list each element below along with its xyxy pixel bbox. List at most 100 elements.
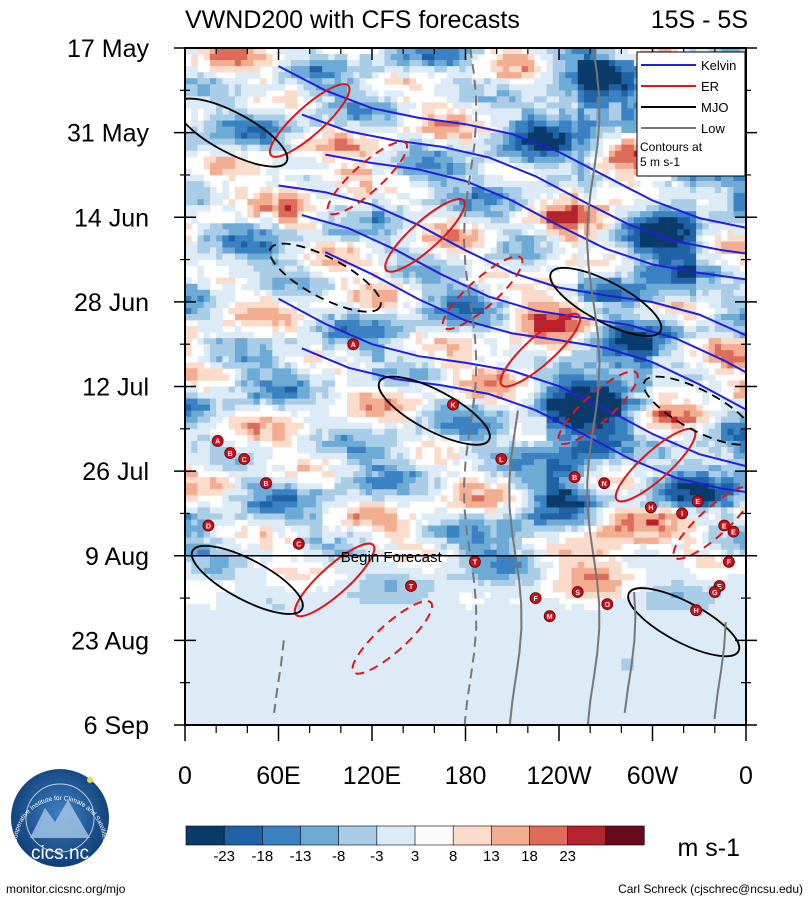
field-cell bbox=[446, 428, 454, 436]
field-cell bbox=[234, 96, 242, 103]
field-cell bbox=[309, 374, 317, 381]
field-cell bbox=[415, 247, 423, 254]
field-cell bbox=[297, 283, 304, 291]
field-cell bbox=[315, 72, 323, 79]
field-cell bbox=[203, 84, 211, 91]
field-cell bbox=[453, 350, 460, 357]
field-cell bbox=[571, 150, 579, 158]
field-cell bbox=[259, 90, 267, 97]
field-cell bbox=[509, 60, 516, 67]
field-cell bbox=[203, 108, 211, 115]
field-cell bbox=[315, 386, 323, 393]
field-cell bbox=[209, 84, 217, 91]
field-cell bbox=[702, 332, 709, 339]
field-cell bbox=[683, 313, 691, 321]
field-cell bbox=[290, 283, 298, 291]
field-cell bbox=[683, 277, 691, 285]
field-cell bbox=[253, 235, 261, 242]
field-cell bbox=[216, 235, 223, 242]
field-cell bbox=[714, 253, 722, 260]
field-cell bbox=[577, 90, 585, 97]
field-cell bbox=[671, 356, 678, 363]
field-cell bbox=[521, 380, 529, 387]
field-cell bbox=[428, 404, 435, 412]
field-cell bbox=[702, 368, 709, 375]
field-cell bbox=[689, 247, 697, 254]
field-cell bbox=[596, 126, 604, 134]
field-cell bbox=[259, 271, 267, 279]
field-cell bbox=[509, 241, 516, 248]
field-cell bbox=[372, 102, 379, 109]
field-cell bbox=[359, 90, 367, 97]
field-cell bbox=[241, 235, 248, 242]
field-cell bbox=[303, 307, 311, 315]
field-cell bbox=[241, 247, 248, 254]
field-cell bbox=[266, 229, 273, 236]
field-cell bbox=[247, 259, 254, 266]
field-cell bbox=[583, 404, 591, 412]
field-cell bbox=[415, 174, 423, 182]
field-cell bbox=[222, 332, 230, 339]
field-cell bbox=[739, 446, 746, 454]
field-cell bbox=[708, 332, 716, 339]
field-cell bbox=[328, 247, 335, 254]
field-cell bbox=[378, 283, 385, 291]
field-cell bbox=[453, 283, 460, 291]
field-cell bbox=[621, 156, 628, 164]
field-cell bbox=[565, 54, 572, 61]
field-cell bbox=[615, 416, 622, 424]
field-cell bbox=[633, 211, 641, 218]
field-cell bbox=[185, 199, 192, 206]
field-cell bbox=[621, 362, 628, 369]
field-cell bbox=[484, 193, 491, 200]
field-cell bbox=[340, 422, 348, 430]
field-cell bbox=[527, 114, 535, 121]
field-cell bbox=[552, 168, 560, 176]
field-cell bbox=[253, 48, 261, 55]
field-cell bbox=[253, 144, 261, 152]
field-cell bbox=[640, 277, 647, 285]
field-cell bbox=[477, 205, 485, 212]
field-cell bbox=[191, 380, 198, 387]
field-cell bbox=[353, 235, 360, 242]
field-cell bbox=[565, 199, 572, 206]
field-cell bbox=[328, 144, 335, 152]
field-cell bbox=[303, 60, 311, 67]
field-cell bbox=[596, 277, 604, 285]
field-cell bbox=[197, 392, 205, 399]
field-cell bbox=[714, 211, 722, 218]
field-cell bbox=[347, 410, 354, 418]
field-cell bbox=[540, 350, 547, 357]
field-cell bbox=[322, 247, 329, 254]
field-cell bbox=[365, 96, 373, 103]
field-cell bbox=[185, 102, 192, 109]
field-cell bbox=[534, 404, 541, 412]
field-cell bbox=[496, 362, 504, 369]
field-cell bbox=[434, 344, 441, 351]
field-cell bbox=[384, 78, 392, 85]
field-cell bbox=[372, 368, 379, 375]
field-cell bbox=[559, 235, 566, 242]
field-cell bbox=[540, 78, 547, 85]
field-cell bbox=[409, 162, 417, 170]
field-cell bbox=[702, 229, 709, 236]
field-cell bbox=[515, 259, 522, 266]
field-cell bbox=[359, 344, 367, 351]
field-cell bbox=[602, 368, 610, 375]
field-cell bbox=[278, 217, 286, 224]
field-cell bbox=[222, 180, 230, 188]
field-cell bbox=[191, 404, 198, 412]
field-cell bbox=[733, 320, 741, 327]
field-cell bbox=[390, 307, 398, 315]
field-cell bbox=[633, 404, 641, 412]
field-cell bbox=[203, 374, 211, 381]
field-cell bbox=[415, 368, 423, 375]
field-cell bbox=[602, 54, 610, 61]
field-cell bbox=[378, 54, 385, 61]
field-cell bbox=[552, 162, 560, 170]
field-cell bbox=[446, 235, 454, 242]
field-cell bbox=[222, 96, 230, 103]
field-cell bbox=[465, 259, 473, 266]
field-cell bbox=[191, 205, 198, 212]
field-cell bbox=[378, 350, 385, 357]
